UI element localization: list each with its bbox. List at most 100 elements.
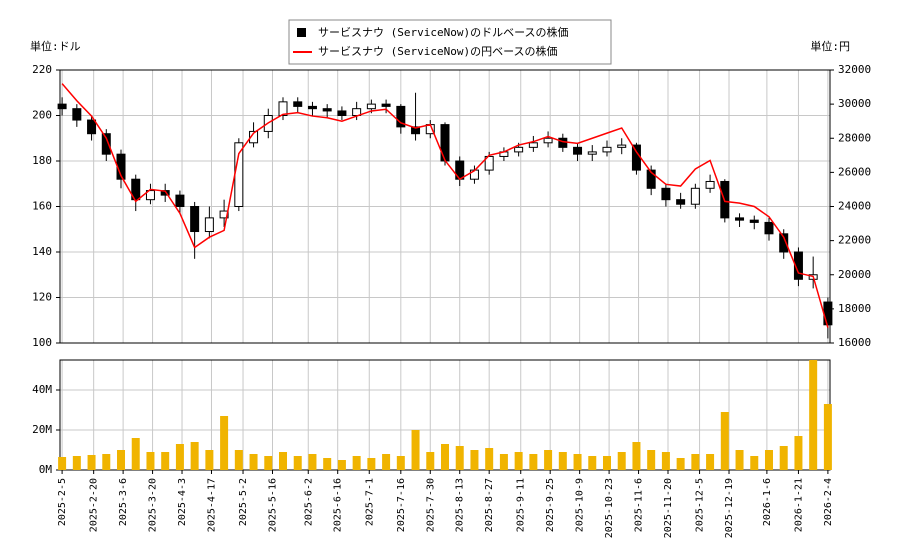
candle-body xyxy=(690,187,700,205)
volume-bar xyxy=(558,452,567,470)
y-tick-label: 220 xyxy=(32,63,52,76)
plot-frame xyxy=(59,69,831,344)
volume-bar xyxy=(809,360,818,470)
volume-bar xyxy=(764,450,773,470)
candle-body xyxy=(381,103,391,107)
y-tick-label: 20M xyxy=(32,423,52,436)
y-tick-label: 120 xyxy=(32,291,52,304)
x-tick-label: 2025-7-16 xyxy=(396,478,407,532)
volume-bar xyxy=(617,452,626,470)
x-tick-label: 2025-12-19 xyxy=(724,478,735,538)
volume-bar xyxy=(220,416,229,470)
legend xyxy=(288,19,612,65)
volume-bar xyxy=(234,450,243,470)
candle-body xyxy=(175,194,185,207)
volume-bar xyxy=(499,454,508,470)
volume-bar xyxy=(117,450,126,470)
y2-tick-label: 30000 xyxy=(838,97,871,110)
volume-bar xyxy=(661,452,670,470)
x-tick-label: 2025-9-11 xyxy=(516,478,527,532)
x-tick-label: 2026-1-6 xyxy=(762,478,773,526)
volume-bar xyxy=(720,412,729,470)
candle-body xyxy=(337,110,347,116)
candle-body xyxy=(411,126,421,135)
volume-bar xyxy=(205,450,214,470)
candle-body xyxy=(307,105,317,110)
x-tick-label: 2025-2-20 xyxy=(89,478,100,532)
candle-body xyxy=(617,144,627,148)
volume-bar xyxy=(161,452,170,470)
volume-bar xyxy=(455,446,464,470)
volume-bar xyxy=(367,458,376,470)
x-tick-label: 2025-7-30 xyxy=(425,478,436,532)
volume-bar xyxy=(573,454,582,470)
y2-tick-label: 28000 xyxy=(838,131,871,144)
volume-bar xyxy=(735,450,744,470)
volume-bar xyxy=(396,456,405,470)
volume-bar xyxy=(823,404,832,470)
x-tick-label: 2025-10-9 xyxy=(575,478,586,532)
x-tick-label: 2025-4-3 xyxy=(177,478,188,526)
volume-bar xyxy=(102,454,111,470)
volume-bar xyxy=(691,454,700,470)
x-tick-label: 2025-7-1 xyxy=(364,478,375,526)
volume-bar xyxy=(279,452,288,470)
candle-body xyxy=(396,105,406,128)
y2-tick-label: 18000 xyxy=(838,302,871,315)
volume-bar xyxy=(87,455,96,470)
y-tick-label: 100 xyxy=(32,336,52,349)
y2-tick-label: 26000 xyxy=(838,165,871,178)
volume-bar xyxy=(146,452,155,470)
legend-label: サービスナウ (ServiceNow)のドルベースの株価 xyxy=(318,25,569,39)
volume-bar xyxy=(676,458,685,470)
x-tick-label: 2025-3-20 xyxy=(148,478,159,532)
x-tick-label: 2025-11-6 xyxy=(634,478,645,532)
x-tick-label: 2025-2-5 xyxy=(57,478,68,526)
candle-body xyxy=(735,217,745,221)
candle-body xyxy=(705,180,715,189)
volume-bar xyxy=(441,444,449,470)
volume-bar xyxy=(779,446,788,470)
x-tick-label: 2026-2-4 xyxy=(823,478,834,526)
candle-body xyxy=(514,146,524,153)
candle-body xyxy=(204,217,214,233)
candle-body xyxy=(484,155,494,171)
volume-bar xyxy=(529,454,538,470)
candle-body xyxy=(661,187,671,201)
candle-body xyxy=(749,219,759,223)
volume-bar xyxy=(382,454,391,470)
volume-bar xyxy=(514,452,523,470)
x-tick-label: 2025-11-20 xyxy=(663,478,674,538)
volume-bar xyxy=(411,430,420,470)
x-tick-label: 2025-6-2 xyxy=(303,478,314,526)
candle-body xyxy=(543,137,553,144)
volume-bar xyxy=(647,450,656,470)
y2-tick-label: 20000 xyxy=(838,268,871,281)
volume-bar xyxy=(293,456,302,470)
volume-bar xyxy=(337,460,346,470)
legend-marker xyxy=(297,28,306,37)
x-tick-label: 2025-3-6 xyxy=(118,478,129,526)
candle-body xyxy=(823,301,833,326)
volume-bar xyxy=(426,452,435,470)
x-tick-label: 2025-8-13 xyxy=(455,478,466,532)
y2-tick-label: 22000 xyxy=(838,234,871,247)
candle-body xyxy=(573,146,583,155)
volume-bar xyxy=(249,454,258,470)
y2-tick-label: 16000 xyxy=(838,336,871,349)
candle-body xyxy=(190,206,200,233)
y2-tick-label: 24000 xyxy=(838,200,871,213)
x-tick-label: 2025-5-16 xyxy=(267,478,278,532)
price-line xyxy=(61,83,829,328)
candle-body xyxy=(793,251,803,280)
candle-body xyxy=(72,108,82,121)
x-tick-label: 2025-4-17 xyxy=(206,478,217,532)
candle-body xyxy=(145,190,155,201)
candle-body xyxy=(764,221,774,235)
volume-bar xyxy=(264,456,273,470)
legend-label: サービスナウ (ServiceNow)の円ベースの株価 xyxy=(318,44,558,58)
y-tick-label: 40M xyxy=(32,383,52,396)
candle-body xyxy=(293,101,303,107)
x-tick-label: 2025-10-23 xyxy=(604,478,615,538)
volume-bar xyxy=(308,454,317,470)
